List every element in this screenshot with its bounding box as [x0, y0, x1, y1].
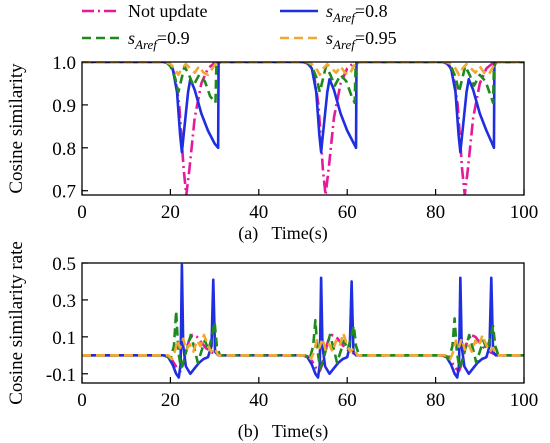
- legend-label: sAref=0.9: [128, 28, 190, 52]
- y-tick-label: 0.7: [52, 182, 76, 203]
- legend-item-s-aref-0-9: sAref=0.9: [82, 28, 190, 52]
- series-line-s-aref-0-8: [82, 263, 524, 379]
- panel-a-caption: (a) Time(s): [238, 223, 328, 244]
- panel-b-ylabel: Cosine similarity rate: [6, 241, 27, 405]
- panel-a-ylabel: Cosine similarity: [6, 63, 27, 194]
- x-tick-label: 20: [161, 390, 180, 411]
- y-tick-label: 0.1: [52, 328, 76, 349]
- series-line-s-aref-0-8: [82, 62, 524, 154]
- legend: Not update sAref=0.8 sAref=0.9 sAref=0.95: [82, 1, 397, 52]
- series-line-s-aref-0-9: [82, 309, 524, 370]
- x-tick-label: 80: [426, 390, 445, 411]
- panel-b-caption: (b) Time(s): [238, 421, 329, 442]
- x-tick-label: 20: [161, 202, 180, 223]
- legend-item-not-update: Not update: [82, 1, 207, 21]
- x-tick-label: 100: [510, 390, 539, 411]
- legend-label: sAref=0.8: [326, 1, 388, 25]
- y-tick-label: 0.3: [52, 291, 76, 312]
- legend-label: Not update: [128, 1, 207, 21]
- x-tick-label: 60: [338, 202, 357, 223]
- legend-item-s-aref-0-8: sAref=0.8: [280, 1, 388, 25]
- panel-b-cosine-similarity-rate: 0 20 40 60 80 100 -0.1 0.1 0.3 0.5 (b) Time(s) Cosi…: [6, 241, 538, 442]
- legend-label: sAref=0.95: [326, 28, 397, 52]
- series-line-not-update: [82, 62, 524, 195]
- y-tick-label: 0.9: [52, 96, 76, 117]
- series-line-s-aref-0-95: [82, 62, 524, 77]
- x-tick-label: 60: [338, 390, 357, 411]
- y-tick-label: -0.1: [46, 365, 76, 386]
- panel-a-axes-frame: [81, 61, 525, 196]
- y-tick-label: 0.8: [52, 139, 76, 160]
- panel-a-cosine-similarity: 0 20 40 60 80 100 0.7 0.8 0.9 1.0 (a) Time(s) Cosin…: [6, 53, 538, 244]
- panel-b-axes-frame: [81, 262, 525, 384]
- y-tick-label: 0.5: [52, 254, 76, 275]
- x-tick-label: 80: [426, 202, 445, 223]
- series-line-s-aref-0-95: [82, 331, 524, 361]
- series-line-s-aref-0-9: [82, 62, 524, 105]
- x-tick-label: 100: [510, 202, 539, 223]
- x-tick-label: 0: [77, 390, 87, 411]
- x-tick-label: 0: [77, 202, 87, 223]
- x-tick-label: 40: [249, 202, 268, 223]
- legend-item-s-aref-0-95: sAref=0.95: [280, 28, 397, 52]
- panel-b-series: [82, 263, 524, 379]
- panel-a-series: [82, 62, 524, 195]
- y-tick-label: 1.0: [52, 53, 76, 74]
- x-tick-label: 40: [249, 390, 268, 411]
